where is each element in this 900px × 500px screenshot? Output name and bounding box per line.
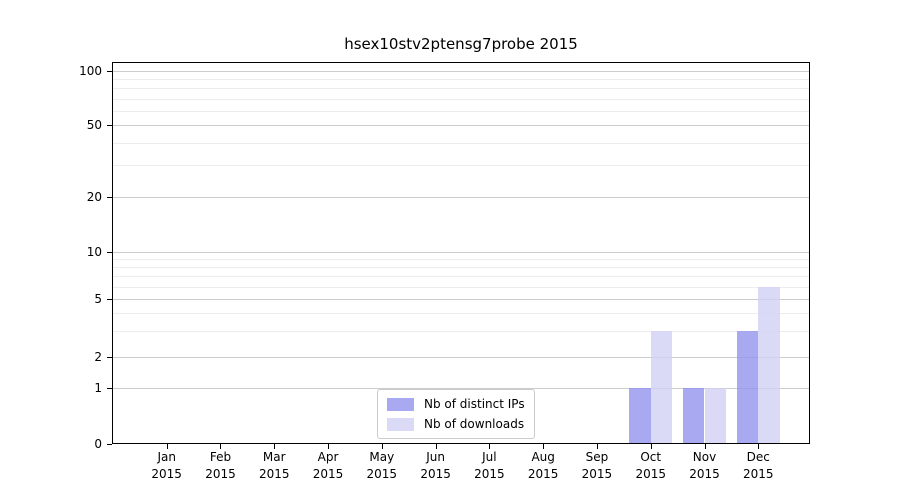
x-tick-label-jul-2015: Jul 2015 [474,450,505,481]
x-tick-jan-2015 [166,444,168,449]
x-tick-label-sep-2015: Sep 2015 [581,450,613,481]
y-tick-label-2: 2 [94,350,102,364]
legend: Nb of distinct IPs Nb of downloads [377,389,535,439]
x-tick-oct-2015 [650,444,652,449]
y-tick-5 [107,299,112,300]
x-tick-mar-2015 [274,444,276,449]
legend-label-distinct-ips: Nb of distinct IPs [424,397,525,411]
major-gridline-2 [113,357,809,358]
x-tick-label-feb-2015: Feb 2015 [205,450,236,481]
x-tick-may-2015 [381,444,383,449]
x-tick-aug-2015 [543,444,545,449]
x-tick-label-jun-2015: Jun 2015 [420,450,451,481]
bar-nb-of-distinct-ips-dec-2015 [736,331,759,444]
major-gridline-10 [113,252,809,253]
x-tick-label-may-2015: May 2015 [366,450,398,481]
minor-gridline-80 [113,88,809,90]
x-tick-label-apr-2015: Apr 2015 [312,450,344,481]
legend-swatch-downloads [387,417,414,431]
minor-gridline-3 [113,331,809,333]
minor-gridline-60 [113,110,809,112]
legend-entry-distinct-ips: Nb of distinct IPs [387,396,525,412]
chart-title: hsex10stv2ptensg7probe 2015 [344,35,578,53]
x-tick-feb-2015 [220,444,222,449]
y-tick-2 [107,357,112,358]
x-tick-label-jan-2015: Jan 2015 [151,450,182,481]
x-tick-apr-2015 [328,444,330,449]
y-tick-label-1: 1 [94,381,102,395]
y-tick-label-50: 50 [86,118,102,132]
bar-nb-of-downloads-nov-2015 [704,388,727,444]
plot-area [112,62,810,444]
major-gridline-1 [113,388,809,389]
bar-nb-of-distinct-ips-nov-2015 [682,388,705,444]
y-tick-1 [107,388,112,389]
y-tick-label-20: 20 [86,190,102,204]
y-tick-100 [107,71,112,72]
minor-gridline-9 [113,259,809,261]
minor-gridline-8 [113,267,809,269]
minor-gridline-6 [113,286,809,288]
x-tick-nov-2015 [704,444,706,449]
y-tick-0 [107,444,112,445]
bar-nb-of-downloads-oct-2015 [650,331,673,444]
minor-gridline-70 [113,98,809,100]
x-tick-label-nov-2015: Nov 2015 [689,450,720,481]
legend-swatch-distinct-ips [387,397,414,411]
minor-gridline-30 [113,165,809,167]
major-gridline-100 [113,71,809,72]
minor-gridline-40 [113,142,809,144]
legend-label-downloads: Nb of downloads [424,417,525,431]
x-tick-label-dec-2015: Dec 2015 [742,450,774,481]
x-tick-jul-2015 [489,444,491,449]
y-tick-label-100: 100 [79,64,102,78]
y-tick-label-0: 0 [94,437,102,451]
x-tick-sep-2015 [596,444,598,449]
y-tick-label-10: 10 [86,245,102,259]
y-tick-label-5: 5 [94,292,102,306]
legend-entry-downloads: Nb of downloads [387,416,525,432]
minor-gridline-7 [113,276,809,278]
x-tick-jun-2015 [435,444,437,449]
y-tick-50 [107,125,112,126]
y-tick-20 [107,197,112,198]
major-gridline-20 [113,197,809,198]
bar-nb-of-downloads-dec-2015 [758,286,780,444]
x-tick-label-oct-2015: Oct 2015 [635,450,666,481]
minor-gridline-4 [113,313,809,315]
minor-gridline-90 [113,79,809,81]
x-tick-label-aug-2015: Aug 2015 [527,450,559,481]
major-gridline-50 [113,125,809,126]
y-tick-10 [107,252,112,253]
x-tick-dec-2015 [758,444,760,449]
x-tick-label-mar-2015: Mar 2015 [258,450,290,481]
bar-nb-of-distinct-ips-oct-2015 [629,388,651,444]
major-gridline-5 [113,299,809,300]
